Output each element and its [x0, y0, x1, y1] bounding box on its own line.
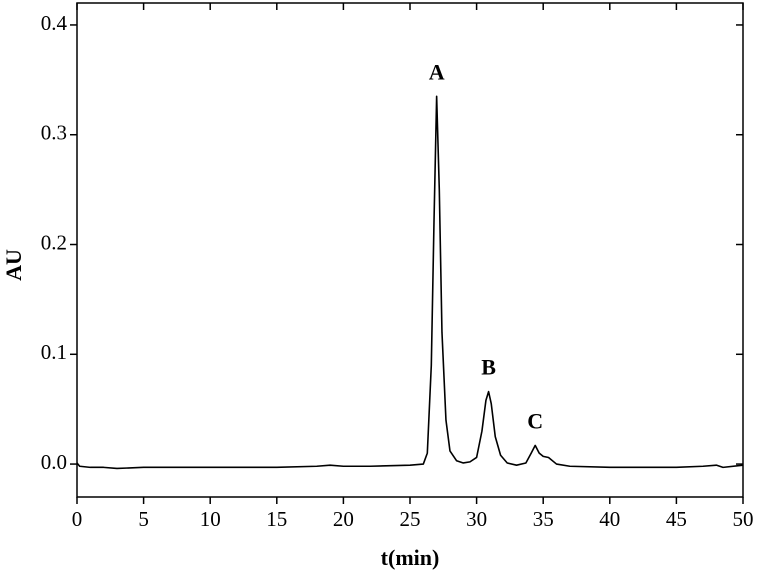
x-tick-label: 50: [733, 507, 754, 531]
chromatogram-line: [76, 95, 744, 470]
peak-label: C: [527, 408, 543, 433]
plot-frame: [76, 2, 744, 498]
x-tick-label: 0: [72, 507, 83, 531]
x-axis-label: t(min): [381, 545, 440, 570]
y-tick-label: 0.3: [41, 121, 67, 145]
x-tick-label: 5: [138, 507, 149, 531]
x-tick-label: 40: [599, 507, 620, 531]
x-tick-label: 15: [266, 507, 287, 531]
y-tick-label: 0.1: [41, 340, 67, 364]
peak-label: B: [481, 355, 496, 380]
y-axis-label: AU: [1, 249, 26, 281]
x-tick-label: 30: [466, 507, 487, 531]
y-tick-label: 0.4: [41, 11, 68, 35]
x-tick-label: 20: [333, 507, 354, 531]
peak-label: A: [429, 59, 445, 84]
x-tick-label: 45: [666, 507, 687, 531]
x-tick-label: 25: [400, 507, 421, 531]
y-tick-label: 0.2: [41, 230, 67, 254]
y-tick-label: 0.0: [41, 450, 67, 474]
x-tick-label: 35: [533, 507, 554, 531]
x-tick-label: 10: [200, 507, 221, 531]
